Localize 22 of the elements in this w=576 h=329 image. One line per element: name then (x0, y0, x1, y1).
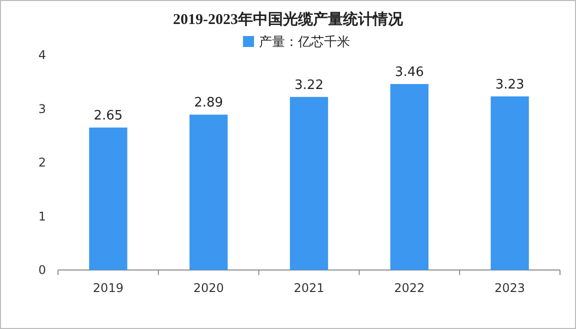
y-tick-label: 3 (38, 102, 46, 116)
bar (390, 84, 428, 270)
y-tick-label: 2 (38, 156, 46, 170)
bar (89, 128, 128, 270)
data-label: 3.22 (294, 78, 324, 93)
data-label: 3.46 (394, 65, 424, 80)
data-label: 2.65 (94, 108, 123, 124)
data-label: 2.89 (194, 96, 224, 111)
y-tick-label: 1 (38, 209, 46, 224)
y-tick-label: 4 (38, 48, 46, 62)
x-tick-label: 2020 (193, 281, 224, 295)
x-tick-label: 2023 (494, 281, 526, 295)
legend-label: 产量：亿芯千米 (259, 35, 350, 50)
data-label: 3.23 (495, 77, 524, 92)
bar (290, 96, 328, 270)
bar (490, 96, 529, 270)
x-tick-label: 2021 (294, 281, 324, 295)
x-tick-label: 2022 (394, 281, 425, 295)
y-tick-label: 0 (38, 263, 46, 277)
bar (190, 114, 228, 270)
x-tick-label: 2019 (92, 281, 124, 295)
chart-title: 2019-2023年中国光缆产量统计情况 (173, 11, 404, 28)
